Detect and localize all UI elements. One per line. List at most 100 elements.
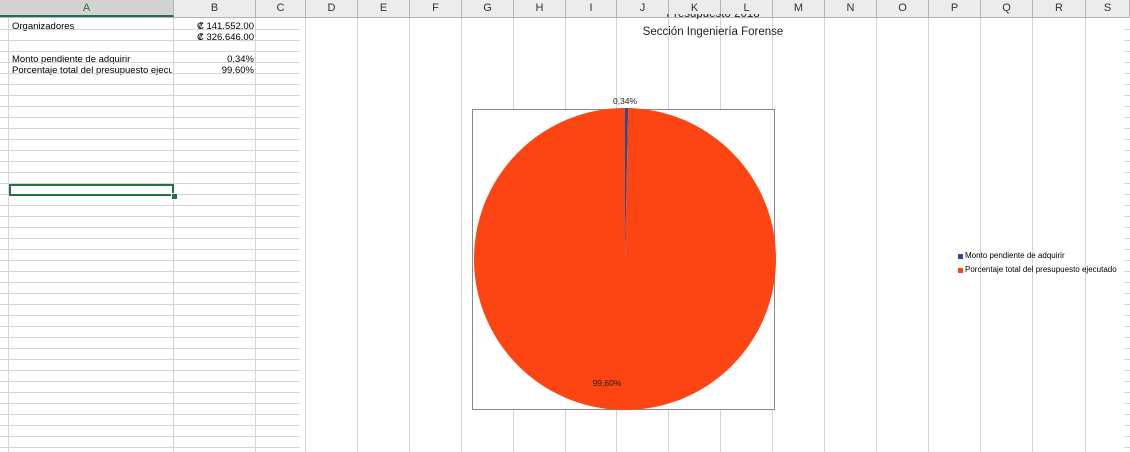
- legend-swatch: [958, 267, 963, 273]
- grid-row-line: [0, 205, 300, 206]
- grid-row-line: [0, 117, 300, 118]
- column-header-s[interactable]: S: [1086, 0, 1130, 17]
- grid-row-line: [0, 29, 300, 30]
- grid-row-line-edge: [1124, 117, 1130, 118]
- cell-a5[interactable]: Porcentaje total del presupuesto ejecuta…: [12, 66, 172, 76]
- grid-row-line-edge: [1124, 106, 1130, 107]
- grid-row-line: [0, 392, 300, 393]
- column-header-a[interactable]: A: [0, 0, 174, 17]
- grid-row-line: [0, 62, 300, 63]
- grid-row-header-edge: [8, 18, 9, 452]
- column-header-k[interactable]: K: [669, 0, 721, 17]
- pie-chart[interactable]: 0,34% 99,60%: [470, 96, 780, 413]
- grid-column-line: [409, 18, 410, 452]
- grid-row-line-edge: [1124, 304, 1130, 305]
- grid-row-line: [0, 282, 300, 283]
- column-header-d[interactable]: D: [306, 0, 358, 17]
- grid-row-line: [0, 326, 300, 327]
- grid-row-line-edge: [1124, 271, 1130, 272]
- cell-a4[interactable]: Monto pendiente de adquirir: [12, 55, 131, 65]
- grid-row-line: [0, 260, 300, 261]
- legend-entry-monto-pendiente[interactable]: Monto pendiente de adquirir: [958, 249, 1117, 263]
- grid-row-line: [0, 271, 300, 272]
- grid-row-line-edge: [1124, 161, 1130, 162]
- grid-row-line: [0, 337, 300, 338]
- grid-row-line-edge: [1124, 51, 1130, 52]
- grid-row-line-edge: [1124, 249, 1130, 250]
- column-header-h[interactable]: H: [514, 0, 566, 17]
- cell-b1[interactable]: ₡ 141.552,00: [196, 22, 254, 32]
- column-header-r[interactable]: R: [1033, 0, 1086, 17]
- grid-row-line-edge: [1124, 128, 1130, 129]
- grid-row-line-edge: [1124, 29, 1130, 30]
- grid-row-line: [0, 128, 300, 129]
- pie-slice-porcentaje-ejecutado[interactable]: [473, 108, 776, 410]
- cell-b4[interactable]: 0,34%: [227, 55, 254, 65]
- chart-title[interactable]: Presupuesto 2018 Sección Ingeniería Fore…: [600, 14, 826, 38]
- chart-legend[interactable]: Monto pendiente de adquirir Porcentaje to…: [958, 249, 1117, 277]
- legend-label: Porcentaje total del presupuesto ejecuta…: [965, 265, 1117, 274]
- grid-row-line-edge: [1124, 348, 1130, 349]
- grid-row-line-edge: [1124, 326, 1130, 327]
- data-label-porcentaje-ejecutado[interactable]: 99,60%: [593, 378, 622, 388]
- grid-row-line-edge: [1124, 425, 1130, 426]
- grid-row-line: [0, 84, 300, 85]
- cell-b5[interactable]: 99,60%: [221, 66, 254, 76]
- cell-b2[interactable]: ₡ 326.646,00: [196, 33, 254, 43]
- grid-column-line: [255, 18, 256, 452]
- grid-row-line: [0, 425, 300, 426]
- grid-row-line-edge: [1124, 436, 1130, 437]
- grid-row-line-edge: [1124, 359, 1130, 360]
- grid-row-line: [0, 172, 300, 173]
- grid-row-line-edge: [1124, 447, 1130, 448]
- grid-row-line: [0, 249, 300, 250]
- column-header-j[interactable]: J: [617, 0, 669, 17]
- column-header-l[interactable]: L: [721, 0, 773, 17]
- chart-title-line-2: Sección Ingeniería Forense: [642, 26, 784, 38]
- grid-column-line: [461, 18, 462, 452]
- grid-row-line: [0, 238, 300, 239]
- grid-column-line: [305, 18, 306, 452]
- fill-handle[interactable]: [171, 193, 178, 200]
- column-header-f[interactable]: F: [410, 0, 462, 17]
- grid-row-line: [0, 106, 300, 107]
- chart-title-line-1: Presupuesto 2018: [600, 14, 826, 19]
- grid-column-line: [980, 18, 981, 452]
- grid-row-line: [0, 370, 300, 371]
- column-header-b[interactable]: B: [174, 0, 256, 17]
- column-header-n[interactable]: N: [825, 0, 877, 17]
- grid-row-line: [0, 216, 300, 217]
- grid-column-line: [357, 18, 358, 452]
- grid-row-line-edge: [1124, 139, 1130, 140]
- grid-column-line: [928, 18, 929, 452]
- grid-row-line: [0, 95, 300, 96]
- active-cell-selection[interactable]: [9, 184, 174, 196]
- column-header-i[interactable]: I: [566, 0, 617, 17]
- grid-row-line-edge: [1124, 216, 1130, 217]
- column-header-e[interactable]: E: [358, 0, 410, 17]
- spreadsheet-grid[interactable]: Organizadores ₡ 141.552,00 ₡ 326.646,00 …: [0, 18, 1130, 452]
- pie-slice-monto-pendiente[interactable]: [625, 108, 629, 259]
- grid-row-line-edge: [1124, 370, 1130, 371]
- grid-row-line: [0, 150, 300, 151]
- grid-column-line: [1032, 18, 1033, 452]
- grid-row-line-edge: [1124, 414, 1130, 415]
- grid-row-line-edge: [1124, 381, 1130, 382]
- grid-row-line-edge: [1124, 73, 1130, 74]
- legend-swatch: [958, 253, 963, 259]
- legend-entry-porcentaje-ejecutado[interactable]: Porcentaje total del presupuesto ejecuta…: [958, 263, 1117, 277]
- grid-row-line-edge: [1124, 293, 1130, 294]
- column-header-o[interactable]: O: [877, 0, 929, 17]
- grid-column-line: [173, 18, 174, 452]
- data-label-monto-pendiente[interactable]: 0,34%: [613, 96, 638, 106]
- grid-row-line: [0, 73, 300, 74]
- column-header-g[interactable]: G: [462, 0, 514, 17]
- grid-column-line: [824, 18, 825, 452]
- column-header-c[interactable]: C: [256, 0, 306, 17]
- grid-row-line-edge: [1124, 84, 1130, 85]
- column-header-m[interactable]: M: [773, 0, 825, 17]
- column-header-p[interactable]: P: [929, 0, 981, 17]
- column-header-q[interactable]: Q: [981, 0, 1033, 17]
- cell-a1[interactable]: Organizadores: [12, 22, 75, 32]
- grid-row-line-edge: [1124, 337, 1130, 338]
